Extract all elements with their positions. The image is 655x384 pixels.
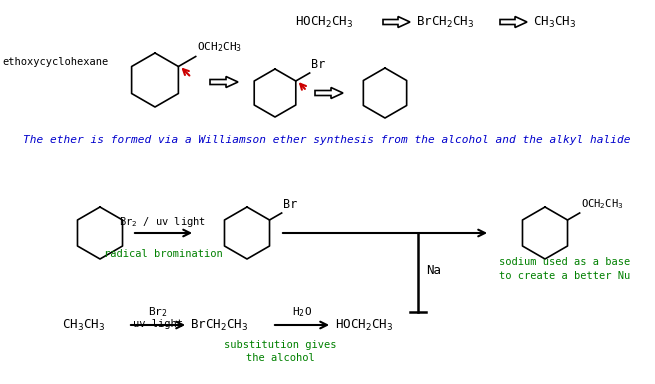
Text: sodium used as a base: sodium used as a base (499, 257, 631, 267)
Text: BrCH$_2$CH$_3$: BrCH$_2$CH$_3$ (190, 318, 248, 333)
Polygon shape (383, 17, 410, 28)
Text: uv light: uv light (133, 319, 183, 329)
Text: Br: Br (283, 198, 297, 211)
Text: HOCH$_2$CH$_3$: HOCH$_2$CH$_3$ (295, 15, 353, 30)
Text: H$_2$O: H$_2$O (292, 305, 312, 319)
Text: The ether is formed via a Williamson ether synthesis from the alcohol and the al: The ether is formed via a Williamson eth… (23, 135, 631, 145)
Text: Na: Na (426, 263, 441, 276)
Text: BrCH$_2$CH$_3$: BrCH$_2$CH$_3$ (416, 15, 474, 30)
Polygon shape (500, 17, 527, 28)
Polygon shape (315, 88, 343, 99)
Text: Br$_2$ / uv light: Br$_2$ / uv light (119, 215, 206, 229)
Text: the alcohol: the alcohol (246, 353, 314, 363)
Text: CH$_3$CH$_3$: CH$_3$CH$_3$ (62, 318, 105, 333)
Text: Br$_2$: Br$_2$ (148, 305, 168, 319)
Text: ethoxycyclohexane: ethoxycyclohexane (2, 57, 108, 67)
Text: HOCH$_2$CH$_3$: HOCH$_2$CH$_3$ (335, 318, 393, 333)
Text: Br: Br (310, 58, 325, 71)
Text: radical bromination: radical bromination (103, 249, 223, 259)
Text: CH$_3$CH$_3$: CH$_3$CH$_3$ (533, 15, 576, 30)
Text: substitution gives: substitution gives (224, 340, 336, 350)
Text: to create a better Nu: to create a better Nu (499, 271, 631, 281)
Text: OCH$_2$CH$_3$: OCH$_2$CH$_3$ (196, 41, 242, 55)
Text: OCH$_2$CH$_3$: OCH$_2$CH$_3$ (580, 197, 623, 211)
Polygon shape (210, 76, 238, 88)
